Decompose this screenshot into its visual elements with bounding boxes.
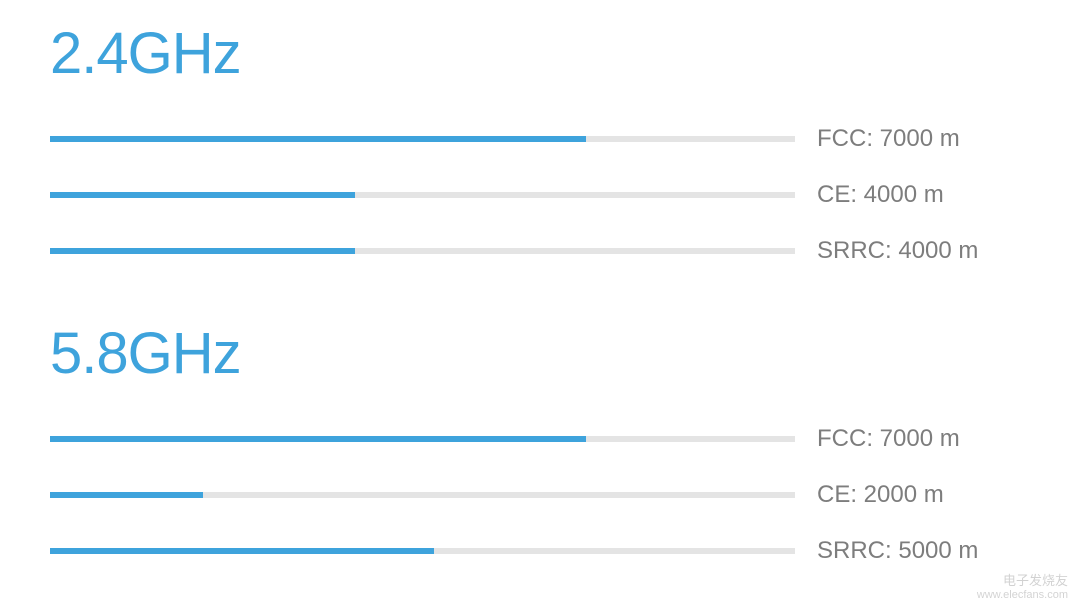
bar-label: SRRC: 4000 m (817, 237, 978, 265)
bar-track (50, 136, 795, 142)
bars-container: FCC: 7000 m CE: 2000 m SRRC: 5000 m (50, 425, 1040, 565)
bar-row: FCC: 7000 m (50, 425, 1040, 453)
bar-remainder (586, 436, 795, 442)
chart-group: 5.8GHz FCC: 7000 m CE: 2000 m SRRC: 5000 m (0, 320, 1080, 593)
bar-fill (50, 136, 586, 142)
bar-row: SRRC: 4000 m (50, 237, 1040, 265)
bar-row: CE: 4000 m (50, 181, 1040, 209)
bar-remainder (434, 548, 795, 554)
bar-remainder (355, 192, 795, 198)
bar-row: CE: 2000 m (50, 481, 1040, 509)
bar-fill (50, 192, 355, 198)
bars-container: FCC: 7000 m CE: 4000 m SRRC: 4000 m (50, 125, 1040, 265)
bar-remainder (586, 136, 795, 142)
bar-fill (50, 436, 586, 442)
bar-fill (50, 548, 434, 554)
bar-remainder (203, 492, 795, 498)
bar-remainder (355, 248, 795, 254)
chart-group: 2.4GHz FCC: 7000 m CE: 4000 m SRRC: 4000 m (0, 20, 1080, 293)
bar-fill (50, 492, 203, 498)
bar-label: FCC: 7000 m (817, 425, 960, 453)
bar-row: SRRC: 5000 m (50, 537, 1040, 565)
bar-track (50, 436, 795, 442)
bar-track (50, 492, 795, 498)
bar-track (50, 548, 795, 554)
watermark-line1: 电子发烧友 (977, 573, 1068, 589)
bar-row: FCC: 7000 m (50, 125, 1040, 153)
bar-label: SRRC: 5000 m (817, 537, 978, 565)
bar-track (50, 192, 795, 198)
group-title: 2.4GHz (50, 20, 1040, 87)
bar-track (50, 248, 795, 254)
bar-label: CE: 4000 m (817, 181, 944, 209)
bar-label: CE: 2000 m (817, 481, 944, 509)
watermark-line2: www.elecfans.com (977, 589, 1068, 602)
group-title: 5.8GHz (50, 320, 1040, 387)
watermark: 电子发烧友 www.elecfans.com (977, 573, 1068, 602)
bar-fill (50, 248, 355, 254)
bar-label: FCC: 7000 m (817, 125, 960, 153)
